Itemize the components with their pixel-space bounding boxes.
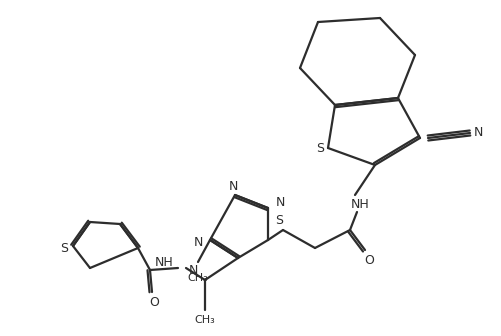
Text: N: N bbox=[472, 126, 482, 139]
Text: N: N bbox=[193, 236, 202, 249]
Text: CH₃: CH₃ bbox=[187, 273, 208, 283]
Text: CH₃: CH₃ bbox=[194, 315, 215, 325]
Text: N: N bbox=[228, 179, 237, 193]
Text: O: O bbox=[363, 253, 373, 266]
Text: N: N bbox=[275, 197, 284, 210]
Text: S: S bbox=[315, 142, 323, 156]
Text: NH: NH bbox=[155, 256, 174, 269]
Text: O: O bbox=[149, 295, 159, 308]
Text: N: N bbox=[188, 264, 197, 278]
Text: S: S bbox=[275, 213, 283, 226]
Text: S: S bbox=[60, 242, 68, 254]
Text: NH: NH bbox=[350, 199, 369, 211]
